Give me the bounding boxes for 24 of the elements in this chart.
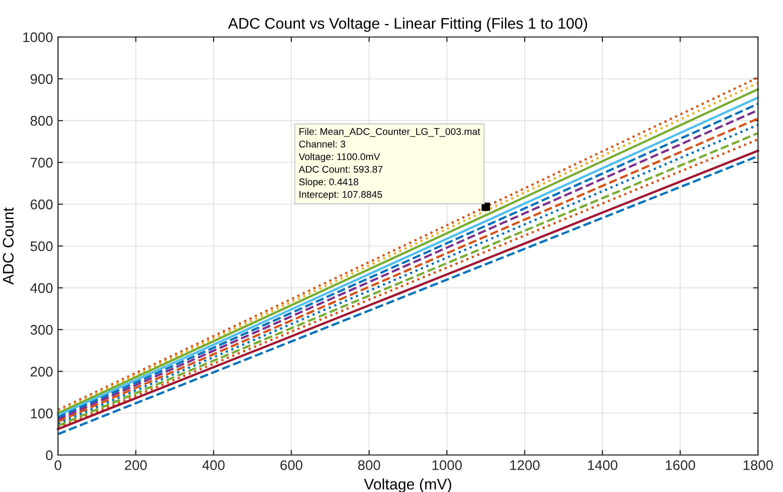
y-tick-label: 700 (30, 158, 53, 168)
x-tick-label: 800 (358, 460, 380, 470)
y-tick-label: 100 (31, 408, 53, 418)
y-tick-label: 300 (30, 324, 53, 335)
x-tick-label: 1400 (588, 460, 618, 470)
annotation: File: Mean_ADC_Counter_LG_T_003.mat Channel: 3 Voltage: 1100.0mV ADC Count: 593.87 Slope: 0.4418 Intercept: 107.8845 (298, 128, 480, 200)
y-tick-label: 600 (30, 200, 53, 210)
x-tick-label: 400 (202, 460, 225, 470)
y-tick-label: 500 (30, 241, 53, 252)
x-tick-label: 0 (54, 460, 62, 470)
y-axis-title: ADC Count (2, 207, 14, 285)
y-tick-label: 400 (30, 283, 53, 293)
y-tick-label: 900 (30, 74, 53, 84)
x-tick-label: 1000 (432, 460, 462, 470)
x-tick-label: 1200 (510, 460, 540, 470)
y-tick-label: 800 (30, 116, 53, 126)
x-tick-label: 600 (280, 460, 302, 470)
y-tick-label: 200 (30, 366, 53, 377)
x-tick-label: 1800 (744, 460, 773, 470)
y-tick-label: 0 (46, 450, 53, 460)
y-tick-label: 1000 (23, 32, 53, 42)
chart-title: ADC Count vs Voltage - Linear Fitting (Files 1 to 100) (228, 18, 588, 32)
x-tick-label: 200 (124, 460, 147, 470)
x-tick-label: 1600 (666, 460, 696, 470)
